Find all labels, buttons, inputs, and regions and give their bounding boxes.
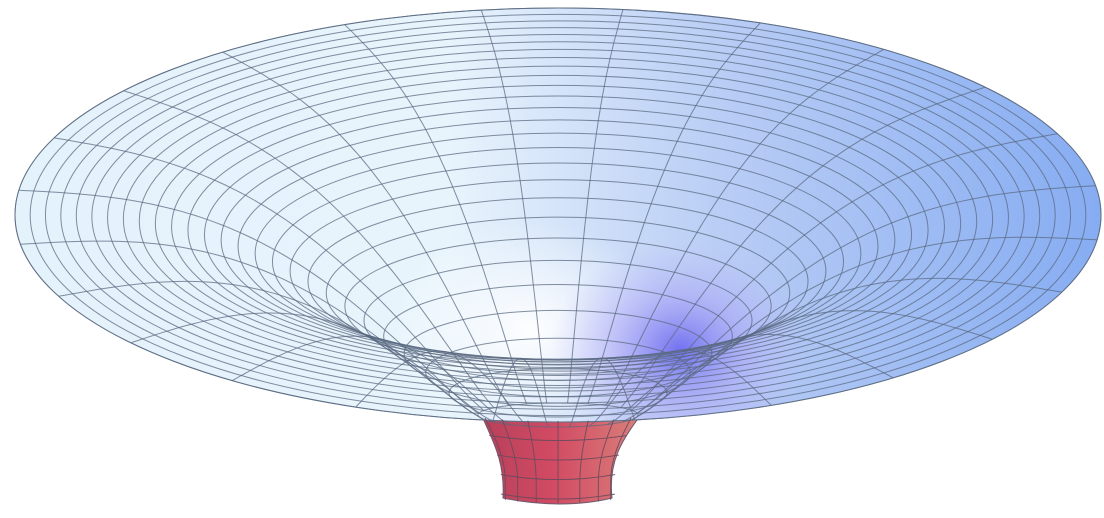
- mesh-meridian: [18, 189, 479, 415]
- mesh-meridian: [621, 310, 993, 423]
- mesh-ring: [344, 237, 772, 375]
- mesh-ring: [44, 20, 1072, 410]
- mesh-ring: [325, 216, 791, 370]
- mesh-meridian: [631, 133, 1058, 411]
- mesh-meridian: [589, 349, 772, 427]
- tube-meridian: [484, 417, 506, 500]
- mesh-ring: [29, 13, 1087, 417]
- mesh-meridian: [20, 240, 480, 418]
- mesh-ring: [220, 119, 896, 361]
- mesh-meridian: [587, 22, 761, 405]
- tube-meridian: [610, 417, 632, 500]
- mesh-ring: [203, 106, 913, 363]
- mesh-ring: [187, 95, 929, 365]
- mesh-meridian: [567, 9, 624, 404]
- mesh-meridian: [355, 350, 529, 427]
- mesh-meridian: [58, 280, 485, 421]
- tube-mesh: [484, 417, 632, 503]
- mesh-meridian: [568, 357, 636, 428]
- mesh-ring: [171, 84, 945, 368]
- mesh-ring: [138, 65, 978, 376]
- mesh-meridian: [631, 277, 1062, 420]
- mesh-meridian: [130, 312, 496, 423]
- mesh-ring: [91, 41, 1025, 392]
- mesh-meridian: [636, 185, 1096, 414]
- mesh-meridian: [620, 86, 986, 408]
- mesh-meridian: [231, 335, 511, 426]
- tube-meridian: [579, 420, 589, 503]
- mesh-meridian: [605, 48, 885, 406]
- mesh-ring: [75, 34, 1041, 398]
- mesh-ring: [383, 283, 733, 389]
- mesh-ring: [60, 27, 1056, 404]
- mesh-ring: [237, 132, 879, 360]
- mesh-meridian: [222, 51, 510, 406]
- mesh-ring: [307, 197, 809, 366]
- mesh-meridian: [637, 236, 1098, 417]
- mesh-meridian: [480, 9, 548, 404]
- mesh-meridian: [123, 90, 495, 409]
- mesh-ring: [122, 57, 994, 381]
- tube-meridian: [501, 419, 519, 502]
- mesh-ring: [154, 74, 962, 372]
- mesh-ring: [107, 48, 1009, 386]
- mesh-meridian: [607, 334, 894, 425]
- tube-meridian: [527, 420, 537, 503]
- tube-meridian: [597, 419, 615, 502]
- mesh-meridian: [54, 137, 485, 411]
- mesh-meridian: [344, 24, 528, 405]
